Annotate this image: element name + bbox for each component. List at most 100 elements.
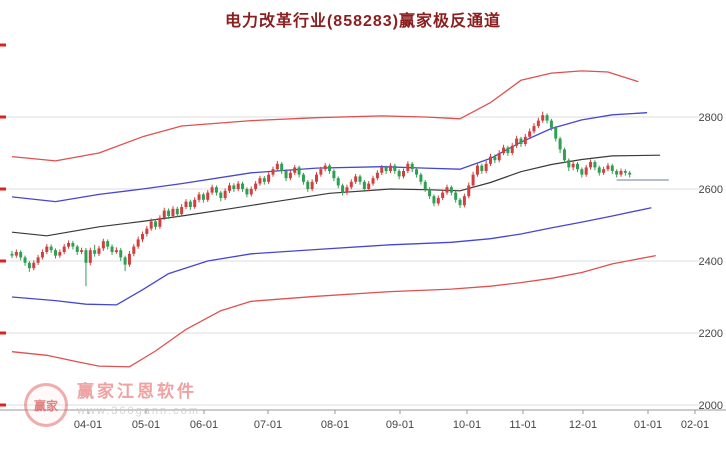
- candle-body: [67, 243, 71, 247]
- candle-body: [423, 181, 427, 189]
- candle-body: [584, 167, 588, 175]
- candle-body: [628, 172, 632, 175]
- candle-body: [206, 192, 210, 200]
- candle-body: [10, 253, 14, 256]
- candle-body: [71, 243, 75, 247]
- candle-body: [236, 183, 240, 189]
- candle-body: [397, 171, 401, 177]
- x-axis-label: 05-01: [132, 419, 160, 431]
- candle-body: [223, 190, 227, 198]
- candle-body: [580, 169, 584, 175]
- middle-channel-line: [11, 154, 661, 237]
- candle-body: [410, 163, 414, 170]
- candle-body: [154, 221, 158, 227]
- y-axis-label: 2400: [699, 256, 723, 268]
- candle-body: [336, 178, 340, 186]
- candle-body: [97, 248, 101, 254]
- left-axis-tick-icon: [0, 43, 6, 47]
- candle-body: [384, 167, 388, 171]
- candle-body: [19, 252, 23, 258]
- candle-body: [75, 246, 79, 252]
- candle-body: [506, 147, 510, 153]
- candle-body: [497, 153, 501, 161]
- candle-body: [49, 246, 53, 251]
- upper-blue-channel-line: [11, 112, 648, 203]
- candle-body: [532, 126, 536, 132]
- lower-red-channel-line: [11, 254, 656, 368]
- candle-body: [158, 217, 162, 227]
- candle-body: [14, 252, 18, 256]
- candle-body: [127, 253, 131, 265]
- candle-body: [449, 187, 453, 193]
- candle-body: [32, 262, 36, 269]
- left-axis-tick-icon: [0, 187, 6, 191]
- candle-body: [502, 147, 506, 153]
- candle-body: [406, 163, 410, 171]
- candle-body: [619, 171, 623, 175]
- candle-body: [315, 174, 318, 182]
- candle-body: [210, 187, 214, 193]
- candle-body: [576, 163, 579, 170]
- candle-body: [149, 221, 153, 229]
- candle-body: [367, 183, 371, 189]
- candle-body: [262, 178, 266, 182]
- candle-body: [241, 183, 245, 189]
- candle-body: [354, 176, 358, 182]
- candle-body: [332, 171, 336, 179]
- candle-body: [475, 165, 479, 175]
- candle-body: [162, 210, 166, 218]
- x-axis-label: 04-01: [74, 419, 102, 431]
- candle-body: [80, 250, 84, 252]
- y-axis-label: 2000: [699, 400, 723, 412]
- x-axis-label: 09-01: [386, 419, 414, 431]
- candle-body: [536, 120, 540, 126]
- candle-body: [171, 208, 175, 216]
- candle-body: [480, 165, 484, 171]
- left-axis-tick-icon: [0, 403, 6, 407]
- page-title: 电力改革行业(858283)赢家极反通道: [224, 13, 502, 30]
- candle-body: [23, 257, 27, 263]
- y-axis-label: 2200: [699, 328, 723, 340]
- candle-body: [167, 210, 171, 216]
- x-axis-label: 07-01: [254, 419, 282, 431]
- candle-body: [567, 160, 571, 168]
- candle-body: [184, 201, 188, 207]
- candle-body: [93, 250, 97, 254]
- candle-body: [523, 136, 527, 144]
- candle-body: [323, 165, 327, 170]
- candle-body: [54, 250, 57, 256]
- candle-body: [454, 192, 458, 200]
- x-axis-label: 02-01: [681, 419, 709, 431]
- candle-body: [132, 246, 136, 254]
- candle-body: [589, 162, 593, 168]
- candle-body: [545, 115, 549, 121]
- candle-body: [297, 167, 301, 175]
- candle-body: [371, 178, 375, 184]
- candle-body: [306, 181, 310, 189]
- candle-body: [515, 138, 519, 146]
- candle-body: [593, 162, 597, 168]
- candle-body: [528, 131, 532, 137]
- candle-body: [380, 167, 384, 173]
- candle-body: [319, 169, 323, 175]
- candle-body: [101, 241, 105, 249]
- candle-body: [214, 187, 218, 193]
- candle-body: [458, 199, 462, 206]
- candle-body: [232, 185, 236, 189]
- candle-body: [180, 207, 184, 215]
- left-axis-tick-icon: [0, 259, 6, 263]
- candle-body: [88, 250, 92, 263]
- candle-body: [419, 174, 423, 182]
- candle-body: [602, 169, 606, 173]
- candle-body: [471, 174, 475, 186]
- y-axis-label: 2800: [699, 112, 723, 124]
- candle-body: [254, 183, 258, 189]
- candle-body: [141, 234, 144, 240]
- candle-body: [123, 257, 127, 265]
- candle-body: [245, 189, 249, 195]
- x-axis-label: 11-01: [509, 419, 536, 431]
- candle-body: [27, 262, 31, 269]
- y-axis-label: 2600: [699, 184, 723, 196]
